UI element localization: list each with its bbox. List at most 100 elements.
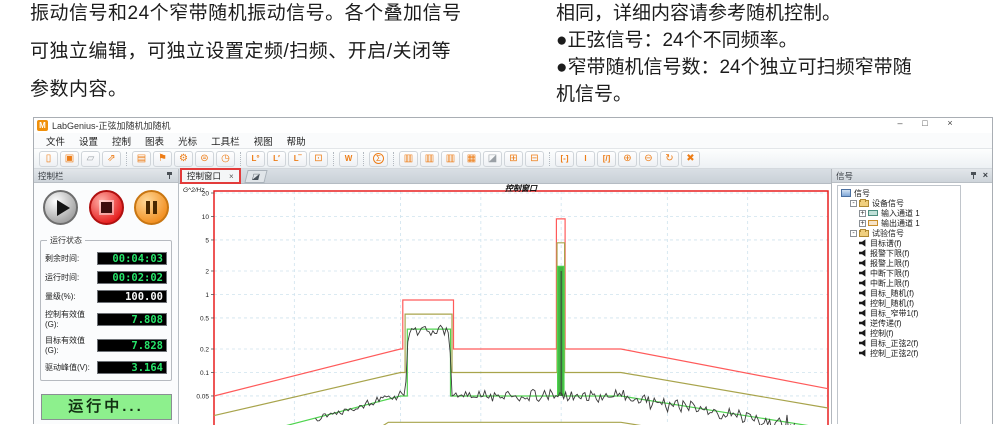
collapse-icon[interactable]: - [850, 229, 857, 237]
open-button[interactable]: ▱ [81, 150, 100, 167]
tree-item[interactable]: 报警上限(f) [838, 258, 960, 268]
stop-button[interactable] [88, 190, 124, 225]
status-field-row: 剩余时间: 00:04:03 [45, 252, 167, 265]
signal-icon [859, 339, 866, 347]
close-button[interactable]: × [947, 118, 953, 128]
rotate-window-button[interactable]: ⊡ [309, 150, 328, 167]
menu-item-设置[interactable]: 设置 [79, 136, 99, 148]
tab-label: 控制窗口 [187, 171, 222, 181]
tree-item-label: 目标_窄带1(f) [870, 308, 919, 318]
tree-item[interactable]: 中断下限(f) [838, 268, 960, 278]
tree-item[interactable]: - 试验信号 [838, 228, 960, 238]
export-button[interactable]: ⇗ [102, 150, 121, 167]
tree-item[interactable]: 目标_随机(f) [838, 288, 960, 298]
tree-item[interactable]: + 输入通道 1 [838, 208, 960, 218]
new-file-button[interactable]: ▯ [39, 150, 58, 167]
minimize-button[interactable]: – [897, 118, 903, 128]
zoom-out-icon: ⊖ [644, 153, 653, 164]
lcd-value: 7.808 [97, 312, 167, 326]
pause-button[interactable] [134, 190, 169, 225]
chart-canvas[interactable]: 20 10 5 2 1 0.5 0.2 0.1 0.05 G^2/Hz 控制窗口 [179, 184, 831, 425]
cursor-l-bar-button[interactable]: L‾ [288, 150, 307, 167]
device-button[interactable]: ▤ [132, 150, 151, 167]
tree-item[interactable]: 目标谱(f) [838, 238, 960, 248]
tree-item[interactable]: 控制(f) [838, 328, 960, 338]
run-status-title: 运行状态 [50, 236, 82, 245]
signal-icon [859, 349, 866, 357]
layout-two-icon: ⊞ [509, 153, 518, 164]
menu-item-文件[interactable]: 文件 [46, 136, 66, 148]
cursor-l-prime-button[interactable]: L′ [267, 150, 286, 167]
tab-control-window[interactable]: 控制窗口 × [180, 168, 241, 184]
clock-button[interactable]: ◷ [216, 150, 235, 167]
tree-item-label: 信号 [854, 188, 870, 198]
close-panel-icon[interactable]: × [982, 170, 988, 180]
field-label: 剩余时间: [45, 254, 80, 263]
tree-item-label: 控制_正弦2(f) [870, 348, 919, 358]
tree-item[interactable]: 中断上限(f) [838, 278, 960, 288]
zoom-out-button[interactable]: ⊖ [639, 150, 658, 167]
play-button[interactable] [43, 190, 78, 225]
menu-item-控制[interactable]: 控制 [112, 136, 132, 148]
fit-screen-button[interactable]: ✖ [681, 150, 700, 167]
transport-buttons [34, 190, 178, 225]
save-button[interactable]: ▣ [60, 150, 79, 167]
signal-icon [859, 329, 866, 337]
zoom-in-icon: ⊕ [623, 153, 632, 164]
tree-item[interactable]: 信号 [838, 188, 960, 198]
snapshot-icon[interactable]: ◪ [244, 170, 268, 183]
device-icon: ▤ [136, 153, 147, 164]
cursor-l-deg-button[interactable]: L° [246, 150, 265, 167]
word-report-button[interactable]: W [339, 150, 358, 167]
chart-edit-button[interactable]: ◪ [483, 150, 502, 167]
refresh-button[interactable]: ↻ [660, 150, 679, 167]
tree-item[interactable]: 控制_随机(f) [838, 298, 960, 308]
toolbar-separator [363, 151, 364, 166]
layout-two-button[interactable]: ⊞ [504, 150, 523, 167]
zoom-in-button[interactable]: ⊕ [618, 150, 637, 167]
doc-line: 机信号。 [556, 84, 633, 105]
expand-icon[interactable]: + [859, 219, 866, 227]
tree-item[interactable]: - 设备信号 [838, 198, 960, 208]
tree-item[interactable]: + 输出通道 1 [838, 218, 960, 228]
stripe-disc-button[interactable]: ⊜ [195, 150, 214, 167]
layout-four-button[interactable]: ⊟ [525, 150, 544, 167]
doc-line: ●窄带随机信号数：24个独立可扫频窄带随 [556, 57, 912, 78]
menu-bar: 文件 设置 控制 图表 光标 工具栏 视图 帮助 [34, 133, 992, 149]
settings-gear-button[interactable]: ⚙ [174, 150, 193, 167]
y-tick-label: 10 [202, 214, 210, 221]
collapse-icon[interactable]: - [850, 199, 857, 207]
bar-chart-1-button[interactable]: ▥ [399, 150, 418, 167]
expand-icon[interactable]: + [859, 209, 866, 217]
bar-chart-3-button[interactable]: ▥ [441, 150, 460, 167]
maximize-button[interactable]: □ [922, 118, 928, 128]
pin-icon[interactable] [166, 171, 174, 180]
field-label: 控制有效值(G): [45, 310, 85, 329]
menu-item-帮助[interactable]: 帮助 [286, 136, 306, 148]
tree-item[interactable]: 逆传递(f) [838, 318, 960, 328]
run-status-fields: 剩余时间: 00:04:03 运行时间: 00:02:02 量级(%): 100.00 控制… [45, 252, 167, 374]
tree-item[interactable]: 控制_正弦2(f) [838, 348, 960, 358]
menu-item-图表[interactable]: 图表 [145, 136, 165, 148]
pin-icon[interactable] [970, 171, 978, 180]
menu-item-工具栏[interactable]: 工具栏 [211, 136, 240, 148]
y-tick-label: 0.2 [200, 347, 209, 354]
flag-button[interactable]: ⚑ [153, 150, 172, 167]
tree-item[interactable]: 目标_正弦2(f) [838, 338, 960, 348]
tree-item[interactable]: 目标_窄带1(f) [838, 308, 960, 318]
menu-item-视图[interactable]: 视图 [253, 136, 273, 148]
bar-chart-2-button[interactable]: ▥ [420, 150, 439, 167]
cursor-vertical-button[interactable]: I [576, 150, 595, 167]
play-icon [57, 200, 70, 216]
menu-item-光标[interactable]: 光标 [178, 136, 198, 148]
tab-close-icon[interactable]: × [229, 171, 234, 181]
tree-item-label: 输出通道 1 [881, 218, 920, 228]
tree-item[interactable]: 报警下限(f) [838, 248, 960, 258]
control-bar-panel: 控制栏 运行状态 剩余时间: 00:04:03 运行时间: 00:02:02 量级(%)… [34, 169, 179, 424]
cursor-slope-button[interactable]: [/] [597, 150, 616, 167]
multi-chart-button[interactable]: ▦ [462, 150, 481, 167]
sigma-button[interactable]: Σ [369, 150, 388, 167]
cursor-l-bar-icon: L‾ [293, 154, 302, 163]
signal-icon [859, 269, 866, 277]
cursor-horizontal-button[interactable]: [-] [555, 150, 574, 167]
